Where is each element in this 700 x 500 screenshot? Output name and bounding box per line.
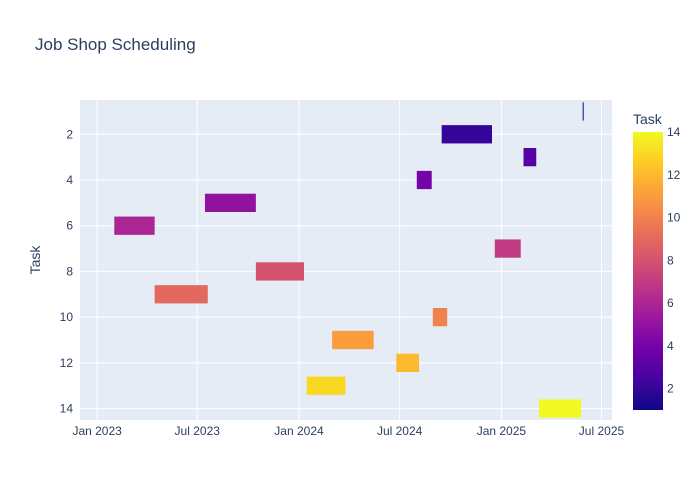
task-bar-8[interactable] — [255, 262, 304, 281]
task-bar-12[interactable] — [396, 353, 419, 372]
task-bar-14[interactable] — [539, 399, 582, 418]
y-axis-title: Task — [27, 245, 43, 275]
colorbar-tick-label: 14 — [667, 125, 681, 139]
y-tick-label: 8 — [66, 264, 73, 278]
y-tick-label: 4 — [66, 173, 73, 187]
task-bar-5[interactable] — [204, 193, 256, 212]
colorbar-tick-label: 4 — [667, 339, 674, 353]
y-axis-ticks: 2 4 6 8 10 12 14 — [60, 127, 74, 415]
task-bar-6[interactable] — [114, 216, 155, 235]
grid-lines — [80, 100, 612, 420]
task-bar-1[interactable] — [582, 102, 584, 121]
task-bar-4[interactable] — [416, 170, 432, 190]
colorbar-tick-label: 10 — [667, 211, 681, 225]
x-axis-ticks: Jan 2023 Jul 2023 Jan 2024 Jul 2024 Jan 2025… — [72, 424, 624, 438]
task-bar-9[interactable] — [154, 285, 208, 304]
task-bar-3[interactable] — [523, 148, 537, 167]
y-tick-label: 2 — [66, 127, 73, 141]
colorbar — [633, 132, 663, 410]
y-tick-label: 10 — [60, 310, 74, 324]
task-bars — [114, 102, 584, 418]
y-tick-label: 6 — [66, 219, 73, 233]
colorbar-tick-label: 6 — [667, 296, 674, 310]
task-bar-10[interactable] — [432, 308, 448, 327]
colorbar-title: Task — [633, 111, 663, 127]
x-tick-label: Jan 2023 — [72, 424, 122, 438]
x-tick-label: Jul 2024 — [377, 424, 423, 438]
colorbar-tick-label: 8 — [667, 253, 674, 267]
chart-title: Job Shop Scheduling — [35, 35, 196, 54]
y-tick-label: 14 — [60, 402, 74, 416]
colorbar-tick-label: 12 — [667, 168, 681, 182]
task-bar-13[interactable] — [306, 376, 346, 395]
plot-area — [80, 100, 612, 420]
task-bar-7[interactable] — [494, 239, 521, 258]
x-tick-label: Jan 2025 — [477, 424, 527, 438]
task-bar-2[interactable] — [441, 125, 492, 144]
x-tick-label: Jul 2025 — [579, 424, 625, 438]
x-tick-label: Jul 2023 — [175, 424, 221, 438]
y-tick-label: 12 — [60, 356, 74, 370]
task-bar-11[interactable] — [332, 330, 374, 350]
colorbar-tick-label: 2 — [667, 382, 674, 396]
x-tick-label: Jan 2024 — [274, 424, 324, 438]
colorbar-ticks: 2 4 6 8 10 12 14 — [667, 125, 681, 396]
